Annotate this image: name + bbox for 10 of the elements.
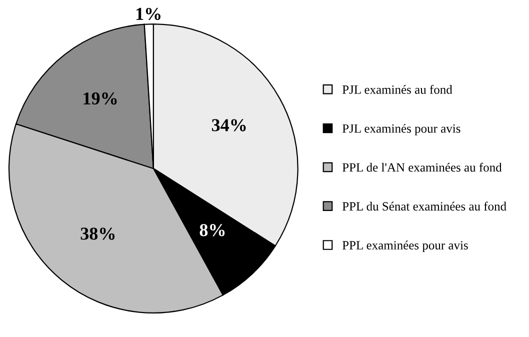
data-label: 34% bbox=[212, 119, 246, 132]
data-label: 19% bbox=[84, 92, 117, 105]
data-label: 1% bbox=[136, 8, 160, 20]
legend-label: PJL examinés au fond bbox=[342, 84, 452, 94]
legend-label: PPL examinées pour avis bbox=[342, 240, 468, 252]
legend-label: PJL examinés pour avis bbox=[342, 124, 460, 136]
legend-label: PPL de l'AN examinées au fond bbox=[342, 162, 502, 172]
data-label: 8% bbox=[200, 224, 225, 236]
data-label: 38% bbox=[80, 228, 115, 240]
legend-label: PPL du Sénat examinées au fond bbox=[342, 202, 506, 211]
